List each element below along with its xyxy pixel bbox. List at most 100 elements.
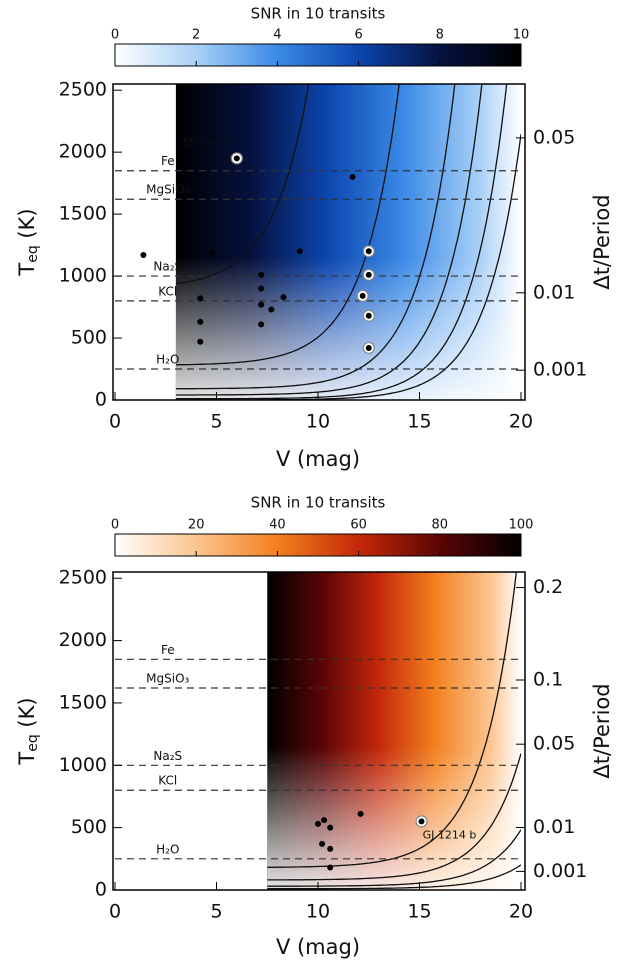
colorbar-tick-label: 6: [354, 28, 362, 43]
condensation-label: H₂O: [156, 353, 179, 367]
planet-point: [327, 864, 334, 871]
planet-point: [365, 344, 372, 351]
planet-point: [233, 155, 240, 162]
planet-point: [365, 248, 372, 255]
planet-point: [258, 321, 265, 328]
planet-point: [209, 249, 216, 256]
contour: [175, 84, 483, 396]
x-tick-label: 0: [109, 411, 121, 433]
condensation-label: Na₂S: [153, 260, 182, 274]
y-tick-label: 1000: [59, 265, 107, 287]
y2-tick-label: 0.001: [533, 359, 587, 381]
y-axis-label-sub: eq: [25, 245, 41, 263]
contour: [175, 84, 456, 390]
heatmap-shade: [267, 572, 521, 890]
contour: [267, 753, 521, 881]
x-tick-label: 10: [306, 901, 330, 923]
condensation-label: Fe: [161, 154, 175, 168]
x-axis-label: V (mag): [276, 935, 360, 959]
y2-tick-label: 0.05: [533, 126, 575, 148]
y2-tick-label: 0.01: [533, 816, 575, 838]
condensation-label: H₂O: [156, 842, 179, 856]
colorbar-title: SNR in 10 transits: [251, 5, 386, 23]
y2-tick-label: 0.2: [533, 576, 563, 598]
y2-tick-label: 0.1: [533, 669, 563, 691]
x-tick-label: 20: [509, 901, 533, 923]
planet-point: [258, 271, 265, 278]
y-axis-label-main: T: [15, 752, 39, 766]
planet-point: [268, 306, 275, 313]
condensation-label: Fe: [161, 643, 175, 657]
colorbar-tick-label: 4: [273, 28, 281, 43]
contour: [175, 84, 400, 366]
y-axis-label-sub: eq: [25, 734, 41, 752]
colorbar-tick-label: 10: [513, 28, 530, 43]
planet-point: [258, 301, 265, 308]
colorbar-tick-label: 40: [269, 518, 286, 533]
planet-point: [140, 252, 147, 259]
planet-point: [197, 338, 204, 345]
x-tick-label: 5: [210, 411, 222, 433]
planet-point: [197, 295, 204, 302]
planet-point: [197, 318, 204, 325]
contour: [267, 829, 521, 887]
y-tick-label: 0: [95, 879, 107, 901]
planet-point: [365, 312, 372, 319]
y2-axis-label: Δt/Period: [590, 683, 614, 778]
y-axis-label-unit: (K): [15, 208, 39, 245]
planet-point: [319, 840, 326, 847]
condensation-label: MgSiO₃: [146, 183, 189, 197]
x-tick-label: 20: [509, 411, 533, 433]
colorbar-tick-label: 2: [192, 28, 200, 43]
x-tick-label: 0: [109, 901, 121, 923]
y-tick-label: 2500: [59, 567, 107, 589]
planet-point: [321, 817, 328, 824]
y-axis-label-unit: (K): [15, 697, 39, 734]
planet-point: [349, 173, 356, 180]
condensation-label: KCl: [158, 774, 177, 788]
y-axis-label: Teq (K): [15, 697, 41, 765]
planet-point: [418, 818, 425, 825]
planet-point: [315, 820, 321, 827]
colorbar-title: SNR in 10 transits: [251, 494, 386, 512]
condensation-label: MgSiO₃: [146, 671, 189, 685]
planet-point: [327, 845, 334, 852]
y-axis-label: Teq (K): [15, 208, 41, 276]
colorbar-tick-label: 8: [436, 28, 444, 43]
planet-label: 55 Cnc e: [183, 136, 232, 149]
colorbar-tick-label: 100: [509, 518, 534, 533]
planet-point: [365, 271, 372, 278]
y-tick-label: 500: [71, 816, 107, 838]
y-tick-label: 1500: [59, 203, 107, 225]
planet-point: [357, 810, 364, 817]
colorbar-tick-label: 0: [111, 28, 119, 43]
planet-point: [258, 285, 265, 292]
y-tick-label: 500: [71, 327, 107, 349]
colorbar: [114, 43, 522, 67]
x-tick-label: 5: [210, 901, 222, 923]
contour: [267, 864, 521, 890]
x-axis-label: V (mag): [276, 447, 360, 471]
y2-tick-label: 0.05: [533, 733, 575, 755]
plot-frame: [112, 571, 526, 891]
y-tick-label: 2000: [59, 629, 107, 651]
planet-point: [359, 292, 366, 299]
condensation-label: Na₂S: [153, 749, 182, 763]
condensation-label: KCl: [158, 284, 177, 298]
y2-axis-label: Δt/Period: [590, 194, 614, 289]
x-tick-label: 15: [407, 411, 431, 433]
planet-label: GJ 1214 b: [423, 828, 477, 841]
y-tick-label: 2500: [59, 79, 107, 101]
y-tick-label: 1500: [59, 691, 107, 713]
colorbar-tick-label: 20: [188, 518, 205, 533]
planet-point: [327, 824, 334, 831]
y-axis-label-main: T: [15, 263, 39, 277]
planet-point: [296, 248, 303, 255]
contour: [175, 84, 508, 400]
y2-tick-label: 0.01: [533, 281, 575, 303]
y2-tick-label: 0.001: [533, 860, 587, 882]
planet-point: [280, 294, 287, 301]
plot-frame: [112, 83, 526, 401]
colorbar-tick-label: 0: [111, 518, 119, 533]
y-tick-label: 0: [95, 389, 107, 411]
